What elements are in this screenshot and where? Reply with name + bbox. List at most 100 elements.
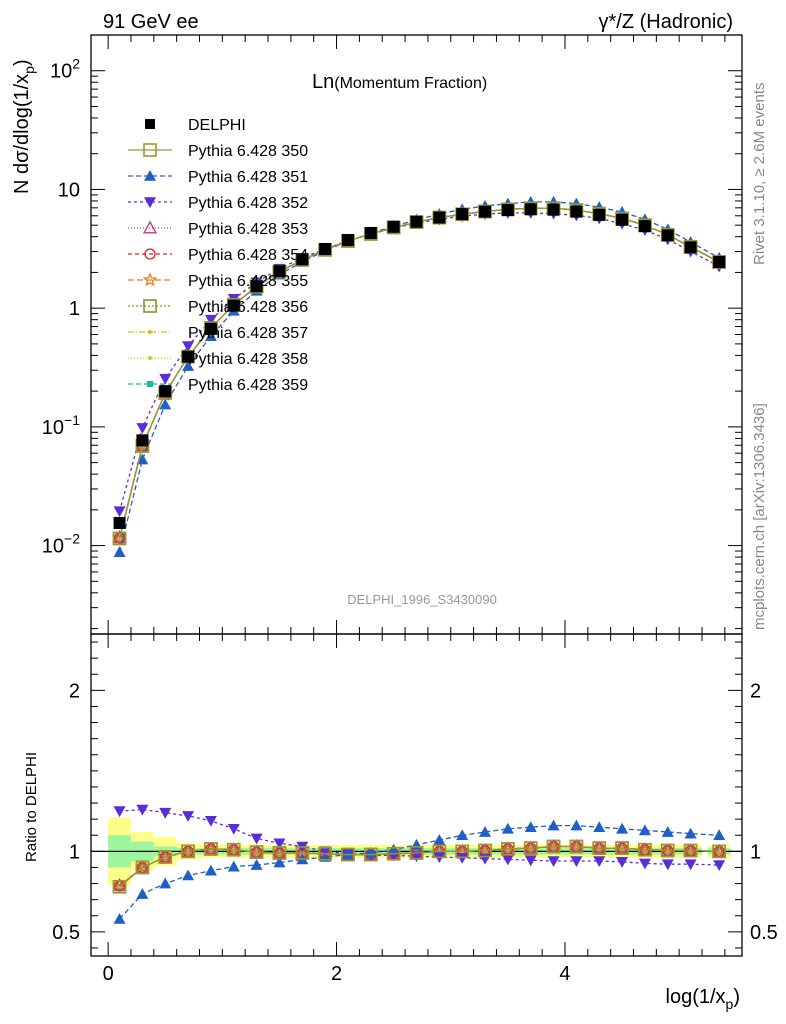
ratio-series-marker <box>616 822 629 834</box>
ratio-series-marker <box>501 822 514 834</box>
ratio-series-marker <box>227 860 240 872</box>
ratio-series-marker <box>479 826 492 837</box>
main-y-axis-label-close: ) <box>11 59 33 66</box>
main-series-marker <box>341 234 354 247</box>
main-series-marker <box>136 434 149 447</box>
main-y-axis-label: N dσ/dlog(1/xp) <box>11 59 37 194</box>
ratio-series-marker <box>204 842 218 856</box>
main-series-marker <box>479 205 492 218</box>
main-y-tick-label-10: 10 <box>58 179 80 201</box>
header-left-label: 91 GeV ee <box>103 11 199 33</box>
header-right-label: γ*/Z (Hadronic) <box>599 11 733 33</box>
main-series-marker <box>113 506 126 518</box>
legend-label: Pythia 6.428 355 <box>188 273 308 290</box>
ratio-series-marker <box>570 819 583 831</box>
ratio-series-0 <box>112 839 726 894</box>
ratio-series-marker <box>684 827 697 839</box>
ratio-series-marker <box>226 842 241 857</box>
legend-label: Pythia 6.428 352 <box>188 195 308 212</box>
legend-entry: Pythia 6.428 359 <box>128 377 308 394</box>
main-series-marker <box>159 385 172 398</box>
ratio-series-marker <box>273 856 286 868</box>
ratio-series-marker <box>409 846 424 860</box>
legend-label: Pythia 6.428 351 <box>188 169 308 186</box>
legend-label: Pythia 6.428 358 <box>188 351 308 368</box>
ratio-series-marker <box>501 854 514 866</box>
ratio-series-marker <box>113 912 126 924</box>
legend-entry: Pythia 6.428 356 <box>128 299 308 316</box>
ratio-series-layer <box>112 804 727 924</box>
ratio-series-marker <box>182 869 195 881</box>
main-series-marker <box>433 211 446 224</box>
legend-entry: Pythia 6.428 352 <box>128 195 308 212</box>
legend-label: Pythia 6.428 354 <box>188 247 308 264</box>
main-series-marker <box>112 531 127 546</box>
ratio-series-marker <box>638 824 651 836</box>
main-y-tick-label-1: 1 <box>69 298 80 320</box>
legend-entry: Pythia 6.428 351 <box>128 169 308 186</box>
ratio-series-marker <box>250 859 263 870</box>
main-series-marker <box>112 530 127 543</box>
legend-marker <box>144 197 156 208</box>
main-title-main: Ln <box>312 71 334 93</box>
ratio-series-marker <box>501 842 515 856</box>
ratio-y-tick-label-right: 2 <box>750 680 761 702</box>
ratio-series-marker <box>135 860 150 875</box>
ratio-series-marker <box>227 824 240 835</box>
ratio-y-tick-label-right: 1 <box>750 841 761 863</box>
ratio-series-marker <box>524 821 537 832</box>
legend-entry: Pythia 6.428 357 <box>128 325 308 342</box>
legend-marker <box>144 170 156 181</box>
ratio-y-tick-label-left: 2 <box>69 680 80 702</box>
ratio-series-marker <box>478 843 492 858</box>
x-axis-label-close: ) <box>733 986 740 1008</box>
main-series-marker <box>136 453 149 465</box>
main-title: Ln(Momentum Fraction) <box>312 71 487 93</box>
main-series-marker <box>387 220 400 233</box>
main-series-marker <box>113 546 126 557</box>
ratio-series-marker <box>683 843 698 858</box>
ratio-series-marker <box>273 838 286 850</box>
main-series-marker <box>273 265 286 278</box>
legend-entry: Pythia 6.428 354 <box>128 247 308 264</box>
ratio-series-marker <box>713 860 726 872</box>
main-series-marker <box>182 341 195 353</box>
ratio-series-marker <box>136 804 149 816</box>
ratio-series-marker <box>616 857 629 868</box>
legend-label: Pythia 6.428 359 <box>188 377 308 394</box>
ratio-series-marker <box>318 846 332 861</box>
ratio-series-marker <box>661 826 674 837</box>
main-series-marker <box>570 205 583 218</box>
ratio-series-marker <box>182 811 195 822</box>
main-y-axis-label-main: N dσ/dlog(1/x <box>11 74 33 194</box>
ratio-series-marker <box>410 838 423 850</box>
ratio-series-marker <box>638 858 651 870</box>
legend-marker <box>145 119 155 129</box>
ratio-series-marker <box>569 839 584 854</box>
ratio-panel-frame <box>90 633 743 957</box>
main-series-marker <box>250 280 263 293</box>
ratio-series-marker <box>136 888 149 899</box>
ratio-series-1 <box>113 819 726 924</box>
ratio-series-marker <box>295 846 310 860</box>
main-series-marker <box>296 253 309 266</box>
x-axis-label: log(1/xp) <box>666 986 741 1012</box>
main-series-marker <box>616 213 629 226</box>
ratio-series-line <box>119 845 720 888</box>
ratio-series-marker <box>112 879 127 894</box>
x-tick-label: 0 <box>103 963 114 985</box>
main-series-0 <box>113 203 726 529</box>
main-series-marker <box>319 243 332 256</box>
ratio-series-marker <box>546 839 561 854</box>
legend-marker <box>143 299 157 313</box>
main-series-marker <box>456 208 469 221</box>
ratio-series-marker <box>410 851 423 863</box>
main-series-marker <box>410 215 423 228</box>
ratio-series-marker <box>204 864 217 876</box>
ratio-series-marker <box>364 847 378 862</box>
ratio-series-marker <box>712 844 726 859</box>
ratio-series-marker <box>455 844 469 859</box>
rivet-version-label: Rivet 3.1.10, ≥ 2.6M events <box>751 83 768 266</box>
main-y-tick-label-0.01-base: 10 <box>42 536 64 558</box>
